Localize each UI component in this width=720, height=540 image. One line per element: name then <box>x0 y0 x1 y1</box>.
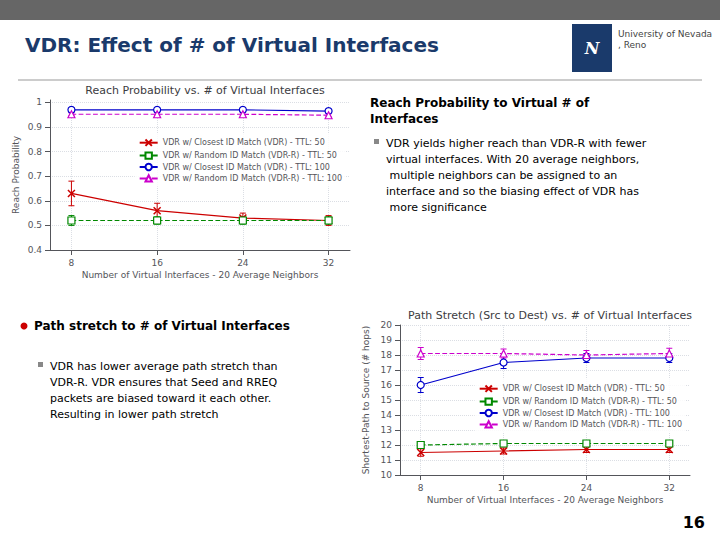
svg-text:0.8: 0.8 <box>28 147 43 157</box>
svg-text:1: 1 <box>36 97 42 107</box>
svg-text:Path Stretch (Src to Dest) vs.: Path Stretch (Src to Dest) vs. # of Virt… <box>408 309 692 322</box>
svg-text:16: 16 <box>381 380 393 390</box>
svg-text:32: 32 <box>664 483 675 493</box>
svg-text:VDR w/ Closest ID Match (VDR): VDR w/ Closest ID Match (VDR) - TTL: 50 <box>503 384 665 393</box>
svg-text:12: 12 <box>381 440 392 450</box>
svg-text:15: 15 <box>381 395 392 405</box>
svg-text:18: 18 <box>381 350 393 360</box>
svg-text:0.7: 0.7 <box>28 171 42 181</box>
svg-text:Number of Virtual Interfaces -: Number of Virtual Interfaces - 20 Averag… <box>427 495 664 505</box>
svg-text:more significance: more significance <box>386 201 487 214</box>
svg-text:24: 24 <box>581 483 593 493</box>
svg-text:University of Nevada: University of Nevada <box>618 29 712 39</box>
svg-text:0.4: 0.4 <box>28 245 43 255</box>
svg-text:VDR w/ Random ID Match (VDR-R): VDR w/ Random ID Match (VDR-R) - TTL: 10… <box>503 420 682 429</box>
svg-text:0.5: 0.5 <box>28 220 42 230</box>
svg-text:N: N <box>584 39 601 58</box>
svg-text:14: 14 <box>381 410 393 420</box>
svg-text:13: 13 <box>381 425 392 435</box>
svg-text:virtual interfaces. With 20 av: virtual interfaces. With 20 average neig… <box>386 153 639 166</box>
svg-text:16: 16 <box>151 258 163 268</box>
svg-text:16: 16 <box>498 483 510 493</box>
svg-text:Reach Probability: Reach Probability <box>11 135 21 214</box>
svg-text:0.6: 0.6 <box>28 196 43 206</box>
svg-text:Reach Probability vs. # of Vir: Reach Probability vs. # of Virtual Inter… <box>85 84 325 97</box>
svg-text:17: 17 <box>381 365 392 375</box>
svg-text:VDR yields higher reach than V: VDR yields higher reach than VDR-R with … <box>386 137 650 150</box>
svg-text:8: 8 <box>69 258 75 268</box>
svg-text:10: 10 <box>381 470 393 480</box>
svg-text:32: 32 <box>323 258 334 268</box>
svg-text:VDR w/ Random ID Match (VDR-R): VDR w/ Random ID Match (VDR-R) - TTL: 50 <box>163 151 337 160</box>
svg-text:0.9: 0.9 <box>28 122 43 132</box>
svg-text:Reach Probability to Virtual #: Reach Probability to Virtual # of <box>370 96 593 110</box>
svg-text:multiple neighbors can be assi: multiple neighbors can be assigned to an <box>386 169 621 182</box>
svg-text:Path stretch to # of Virtual I: Path stretch to # of Virtual Interfaces <box>34 319 290 333</box>
svg-text:VDR: Effect of # of Virtual In: VDR: Effect of # of Virtual Interfaces <box>25 33 439 57</box>
svg-text:, Reno: , Reno <box>618 40 647 50</box>
svg-text:VDR w/ Closest ID Match (VDR): VDR w/ Closest ID Match (VDR) - TTL: 50 <box>163 138 325 147</box>
svg-text:VDR w/ Random ID Match (VDR-R): VDR w/ Random ID Match (VDR-R) - TTL: 50 <box>503 397 677 406</box>
svg-text:VDR w/ Random ID Match (VDR-R): VDR w/ Random ID Match (VDR-R) - TTL: 10… <box>163 174 342 183</box>
svg-text:packets are biased toward it e: packets are biased toward it each other. <box>50 392 275 405</box>
svg-text:VDR w/ Closest ID Match (VDR): VDR w/ Closest ID Match (VDR) - TTL: 100 <box>503 409 670 418</box>
svg-text:Number of Virtual Interfaces -: Number of Virtual Interfaces - 20 Averag… <box>82 270 319 280</box>
svg-text:VDR-R. VDR ensures that Seed a: VDR-R. VDR ensures that Seed and RREQ <box>50 376 281 389</box>
svg-text:19: 19 <box>381 335 393 345</box>
svg-text:Shortest-Path to Source (# hop: Shortest-Path to Source (# hops) <box>361 326 371 475</box>
svg-text:Resulting in lower path stretc: Resulting in lower path stretch <box>50 408 219 421</box>
svg-text:interface and so the biasing e: interface and so the biasing effect of V… <box>386 185 639 198</box>
svg-text:24: 24 <box>237 258 249 268</box>
svg-text:Interfaces: Interfaces <box>370 112 439 126</box>
svg-text:VDR has lower average path str: VDR has lower average path stretch than <box>50 360 281 373</box>
svg-text:20: 20 <box>381 320 393 330</box>
svg-text:16: 16 <box>683 513 705 532</box>
svg-text:8: 8 <box>418 483 424 493</box>
svg-text:VDR w/ Closest ID Match (VDR): VDR w/ Closest ID Match (VDR) - TTL: 100 <box>163 163 330 172</box>
svg-text:11: 11 <box>381 455 392 465</box>
